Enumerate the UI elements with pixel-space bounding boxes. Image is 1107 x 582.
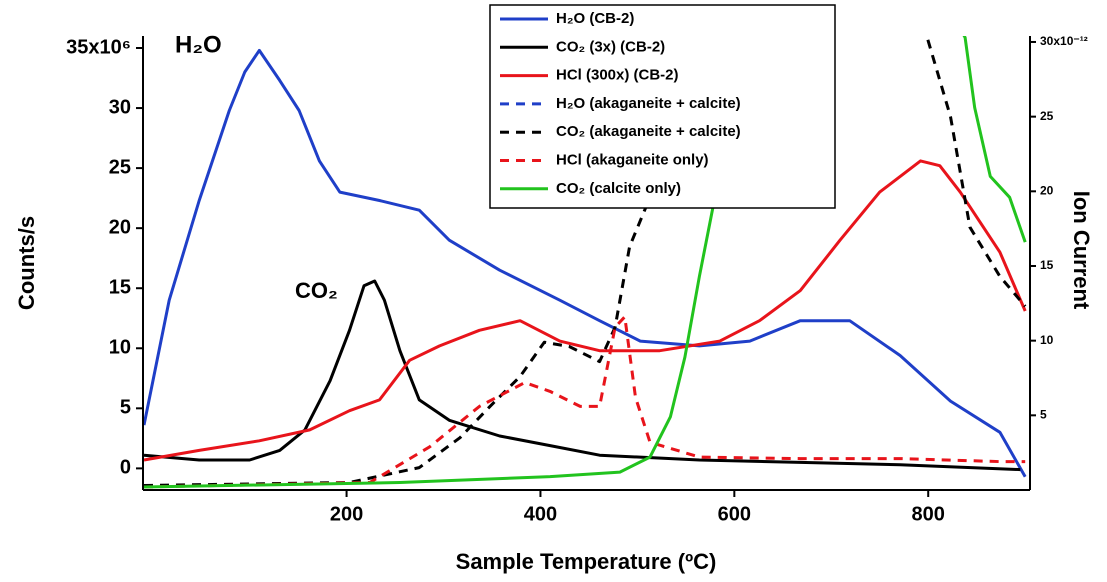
y-tick-label: 30 (109, 96, 131, 118)
y-tick-label: 10 (109, 337, 131, 359)
y2-tick-label: 5 (1040, 408, 1047, 422)
series-line (143, 36, 1027, 487)
y-tick-label: 5 (120, 397, 131, 419)
y-tick-label: 0 (120, 457, 131, 479)
series-line (143, 48, 1027, 478)
series-line (143, 159, 1027, 462)
annotation: H₂O (175, 31, 222, 58)
y-tick-label: 15 (109, 277, 131, 299)
y-axis-title: Counts/s (14, 216, 39, 310)
legend-label: HCl (300x) (CB-2) (556, 67, 679, 84)
legend-box (489, 4, 836, 209)
plot-area (143, 36, 1027, 489)
y2-tick-label: 25 (1040, 109, 1054, 123)
y2-tick-label: 30x10⁻¹² (1040, 34, 1088, 48)
y2-tick-label: 15 (1040, 258, 1054, 272)
legend-label: H₂O (CB-2) (556, 10, 634, 27)
x-tick-label: 400 (524, 503, 557, 525)
legend-label: CO₂ (calcite only) (556, 180, 681, 197)
legend-label: H₂O (akaganeite + calcite) (556, 95, 741, 112)
series-line (143, 279, 1021, 472)
y-tick-label: 25 (109, 156, 131, 178)
y2-axis-title: Ion Current (1069, 191, 1094, 310)
legend-label: CO₂ (akaganeite + calcite) (556, 123, 741, 140)
series-line (143, 315, 1026, 489)
x-axis-title: Sample Temperature (ºC) (456, 549, 717, 574)
legend-label: CO₂ (3x) (CB-2) (556, 38, 665, 55)
y2-tick-label: 20 (1040, 183, 1054, 197)
y-tick-label: 35x10⁶ (66, 36, 131, 58)
annotation: CO₂ (295, 278, 338, 303)
y2-tick-label: 10 (1040, 333, 1054, 347)
x-tick-label: 200 (330, 503, 363, 525)
x-tick-label: 600 (718, 503, 751, 525)
y-tick-label: 20 (109, 216, 131, 238)
x-tick-label: 800 (912, 503, 945, 525)
legend-label: HCl (akaganeite only) (556, 151, 709, 168)
